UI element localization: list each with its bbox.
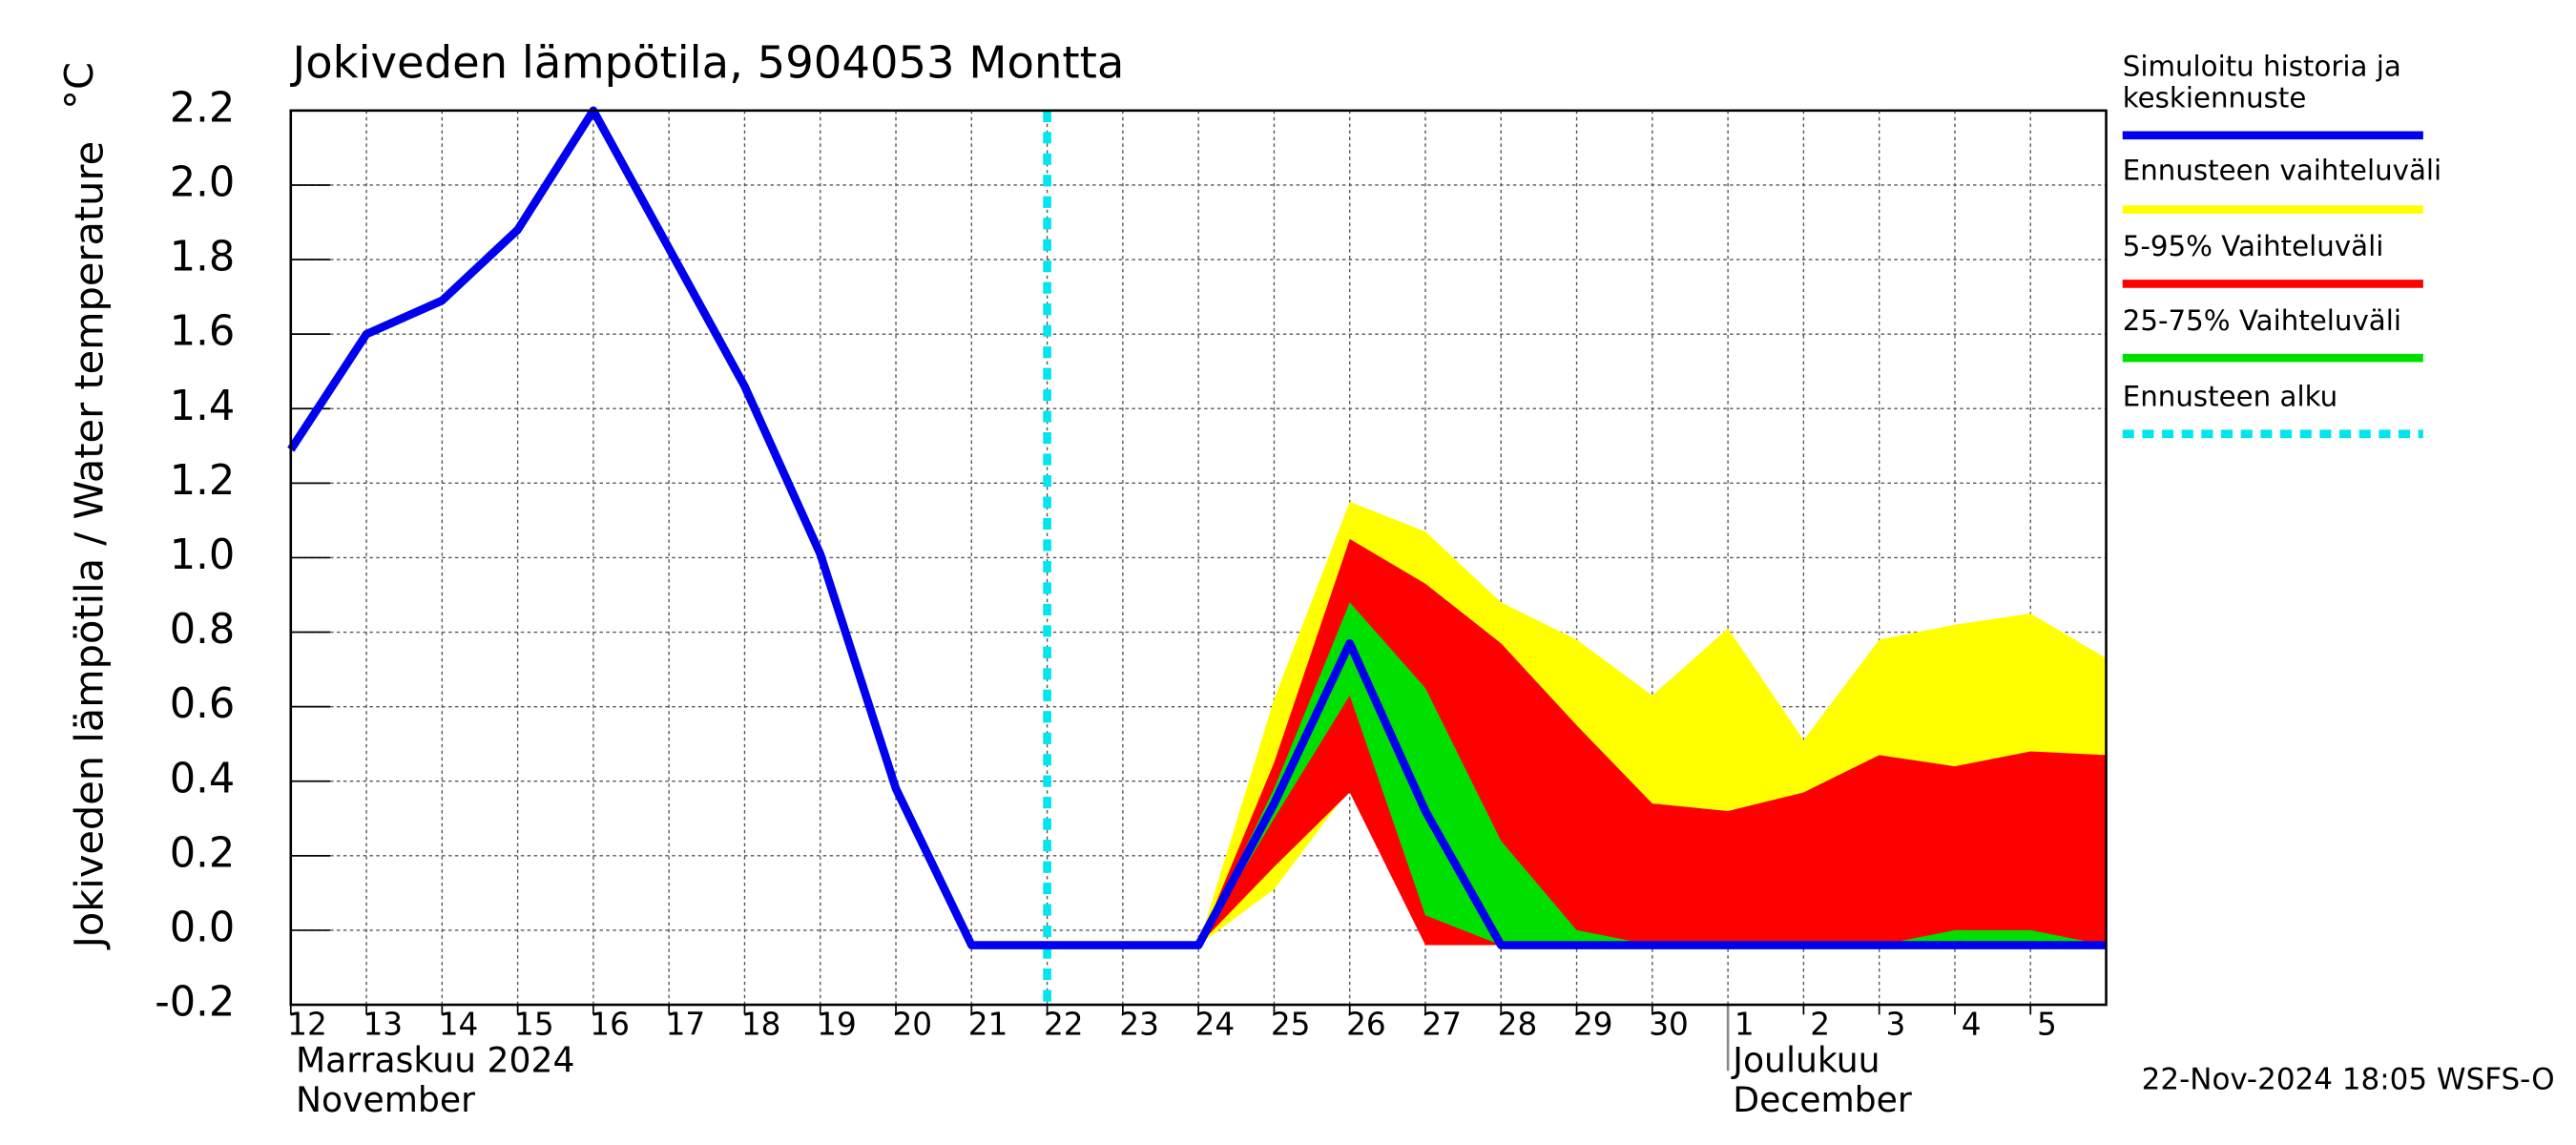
y-tick-label: 2.0: [170, 158, 235, 206]
x-tick-label: 20: [892, 1006, 932, 1042]
legend-text: Simuloitu historia ja keskiennuste: [2122, 52, 2401, 116]
month-label-en: December: [1733, 1079, 1912, 1120]
x-tick-label: 27: [1422, 1006, 1462, 1042]
x-tick-label: 1: [1735, 1006, 1755, 1042]
month-label-en: November: [296, 1079, 475, 1120]
month-label: Marraskuu 2024: [296, 1039, 575, 1080]
x-tick-label: 29: [1573, 1006, 1613, 1042]
x-tick-label: 5: [2037, 1006, 2057, 1042]
x-tick-label: 12: [287, 1006, 327, 1042]
x-tick-label: 17: [666, 1006, 706, 1042]
y-axis-label: Jokiveden lämpötila / Water temperature: [66, 141, 112, 950]
legend-label: 25-75% Vaihteluväli: [2122, 306, 2402, 339]
band-area: [1198, 602, 2107, 946]
y-tick-label: 1.2: [170, 457, 235, 505]
legend-text: Ennusteen alku: [2122, 383, 2338, 415]
legend-label: Ennusteen vaihteluväli: [2122, 156, 2442, 189]
x-tick-label: 23: [1119, 1006, 1159, 1042]
x-tick-label: 30: [1649, 1006, 1689, 1042]
y-tick-label: 0.8: [170, 606, 235, 654]
y-tick-label: 0.2: [170, 829, 235, 877]
x-tick-label: 25: [1271, 1006, 1311, 1042]
x-tick-label: 19: [817, 1006, 857, 1042]
x-tick-label: 14: [439, 1006, 479, 1042]
y-axis-unit: °C: [56, 62, 102, 110]
y-tick-label: 0.6: [170, 680, 235, 728]
legend-label: Simuloitu historia ja keskiennuste: [2122, 52, 2401, 116]
month-label: Joulukuu: [1731, 1039, 1880, 1080]
legend-text: 5-95% Vaihteluväli: [2122, 232, 2384, 264]
legend-label: Ennusteen alku: [2122, 383, 2338, 415]
x-tick-label: 4: [1962, 1006, 1982, 1042]
plot-frame: [289, 109, 2108, 1007]
x-tick-label: 13: [363, 1006, 403, 1042]
x-tick-label: 15: [514, 1006, 554, 1042]
y-tick-label: 1.4: [170, 383, 235, 430]
x-tick-label: 18: [741, 1006, 781, 1042]
y-tick-label: 1.0: [170, 531, 235, 579]
legend-text: 25-75% Vaihteluväli: [2122, 306, 2402, 339]
y-tick-label: 0.4: [170, 755, 235, 802]
x-tick-label: 3: [1885, 1006, 1905, 1042]
y-tick-label: 1.8: [170, 233, 235, 281]
y-tick-label: 1.6: [170, 308, 235, 356]
x-tick-label: 2: [1810, 1006, 1830, 1042]
legend-text: Ennusteen vaihteluväli: [2122, 156, 2442, 189]
x-tick-label: 22: [1044, 1006, 1084, 1042]
y-tick-label: 2.2: [170, 84, 235, 132]
y-tick-label: 0.0: [170, 904, 235, 951]
x-tick-label: 24: [1195, 1006, 1236, 1042]
x-tick-label: 21: [968, 1006, 1008, 1042]
x-tick-label: 28: [1498, 1006, 1538, 1042]
chart-title: Jokiveden lämpötila, 5904053 Montta: [290, 37, 1125, 89]
y-tick-label: -0.2: [155, 978, 235, 1026]
legend-label: 5-95% Vaihteluväli: [2122, 232, 2384, 264]
x-tick-label: 26: [1346, 1006, 1386, 1042]
x-tick-label: 16: [590, 1006, 630, 1042]
timestamp: 22-Nov-2024 18:05 WSFS-O: [2142, 1063, 2555, 1097]
